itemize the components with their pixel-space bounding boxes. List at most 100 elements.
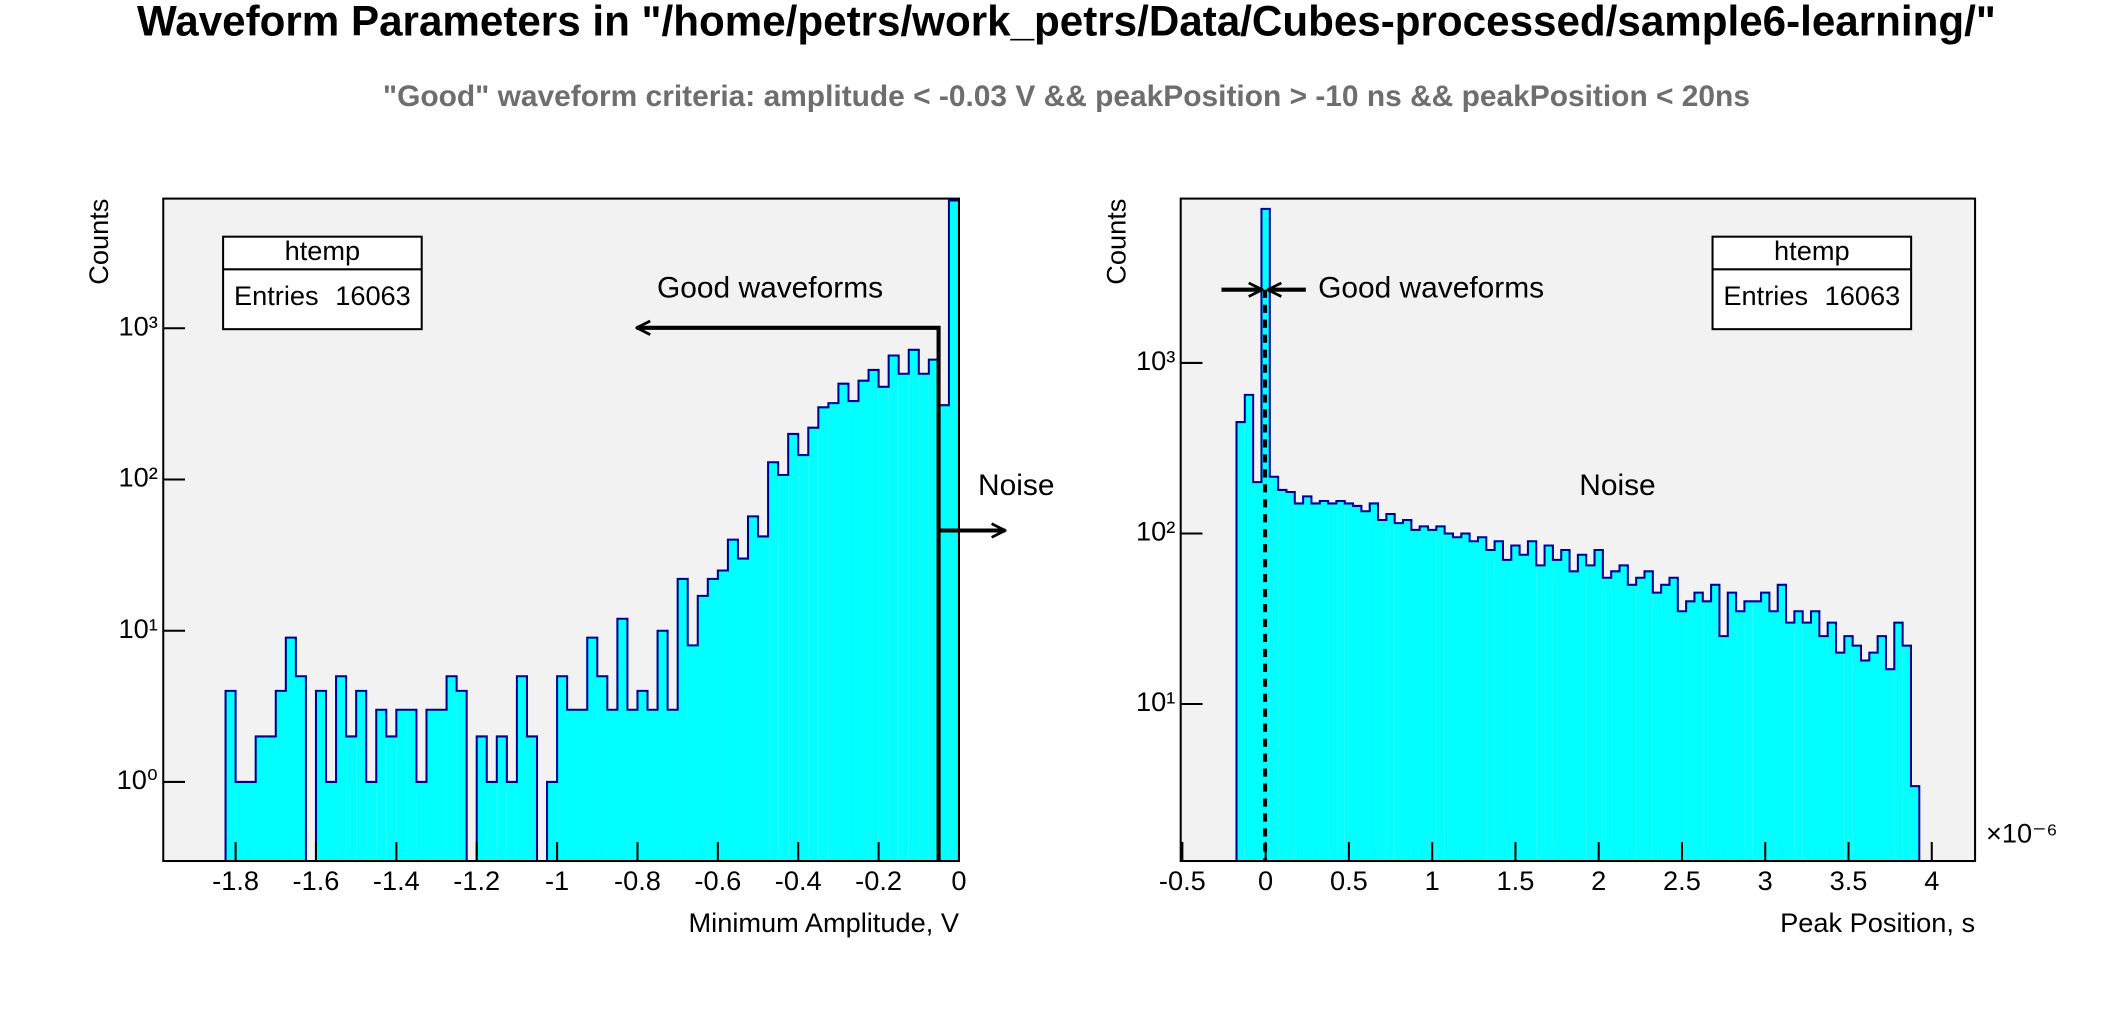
bar	[697, 595, 708, 862]
x-tick-label: -0.2	[855, 865, 902, 896]
bar	[1744, 601, 1753, 862]
x-tick-label: -0.6	[694, 865, 741, 896]
y-axis-label: Counts	[83, 199, 114, 285]
bar	[1569, 571, 1578, 862]
bar	[1519, 554, 1528, 862]
bar	[788, 433, 799, 862]
bar	[758, 536, 769, 862]
bar	[567, 709, 578, 862]
bar	[657, 630, 668, 862]
bar	[1727, 592, 1737, 862]
bar	[1411, 529, 1420, 862]
bar	[1860, 660, 1870, 862]
bar	[1877, 636, 1886, 862]
bar	[235, 781, 246, 862]
bar	[647, 709, 658, 862]
bar	[1702, 601, 1712, 862]
bar	[1444, 533, 1453, 862]
x-tick-label: 3.5	[1830, 865, 1868, 896]
bar	[1378, 519, 1387, 862]
annotation: Good waveforms	[1318, 272, 1544, 305]
bar	[1494, 541, 1503, 862]
x-tick-label: -0.4	[775, 865, 822, 896]
bar	[1552, 559, 1562, 862]
bar	[1786, 622, 1795, 862]
histogram-outline	[1235, 207, 1921, 862]
bar	[1694, 592, 1703, 862]
bar	[225, 690, 236, 862]
bar	[336, 676, 347, 862]
bar	[1894, 622, 1903, 862]
bar	[1461, 533, 1470, 862]
bar	[1661, 584, 1670, 862]
bar	[1652, 592, 1662, 862]
x-tick-label: 1.5	[1497, 865, 1535, 896]
x-tick-label: -1.2	[453, 865, 500, 896]
bar	[356, 690, 367, 862]
bar	[938, 405, 949, 862]
bar	[1403, 519, 1412, 862]
bar	[1344, 503, 1354, 862]
bar	[747, 516, 759, 862]
bar	[878, 386, 889, 862]
bar	[516, 676, 527, 862]
legend-value: 16063	[1825, 280, 1901, 311]
page-subtitle: "Good" waveform criteria: amplitude < -0…	[383, 80, 1750, 113]
bar	[1852, 645, 1861, 862]
bar	[1469, 541, 1478, 862]
bar	[285, 637, 296, 862]
bar	[888, 355, 899, 862]
x-tick-label: -1	[545, 865, 569, 896]
bar	[1611, 571, 1620, 862]
bar	[798, 455, 809, 862]
bar	[1253, 482, 1262, 862]
bar	[1353, 505, 1362, 862]
x-tick-label: -1.4	[373, 865, 420, 896]
bar	[1586, 565, 1595, 862]
bar	[778, 475, 789, 862]
bar	[1619, 565, 1628, 862]
legend-box	[222, 235, 423, 331]
bar	[587, 637, 598, 862]
bar	[717, 570, 728, 862]
bar	[1769, 611, 1778, 862]
bar	[476, 736, 487, 862]
bar	[637, 690, 648, 862]
bar	[1827, 622, 1837, 862]
bar	[1502, 559, 1512, 862]
bar	[486, 781, 497, 862]
bar	[1719, 636, 1728, 862]
bar	[456, 690, 467, 862]
x-tick-label: 2.5	[1663, 865, 1701, 896]
bar	[1869, 652, 1878, 862]
bar	[1711, 584, 1720, 862]
x-axis-label: Peak Position, s	[1780, 907, 1975, 938]
bar	[1244, 394, 1254, 862]
bar	[1536, 565, 1545, 862]
bar	[1736, 611, 1745, 862]
bar	[908, 349, 919, 862]
bar	[577, 709, 588, 862]
bar	[617, 618, 628, 862]
y-tick-label: 10²	[119, 462, 158, 493]
bar	[1677, 611, 1687, 862]
bar	[727, 539, 738, 862]
bar	[386, 736, 397, 862]
x-tick-label: 0	[951, 865, 966, 896]
bar	[737, 558, 748, 862]
bar	[1794, 611, 1803, 862]
bar	[446, 676, 457, 862]
bar	[1236, 422, 1245, 862]
bar	[667, 709, 678, 862]
bar	[1303, 496, 1312, 862]
bar	[1394, 523, 1404, 862]
bar	[526, 736, 538, 862]
y-tick-label: 10¹	[119, 613, 158, 644]
x-tick-label: -0.5	[1159, 865, 1206, 896]
bar	[547, 781, 558, 862]
bar	[1328, 503, 1337, 862]
bar	[315, 690, 327, 862]
bar	[436, 709, 447, 862]
bar	[1761, 592, 1770, 862]
bar	[1369, 503, 1379, 862]
